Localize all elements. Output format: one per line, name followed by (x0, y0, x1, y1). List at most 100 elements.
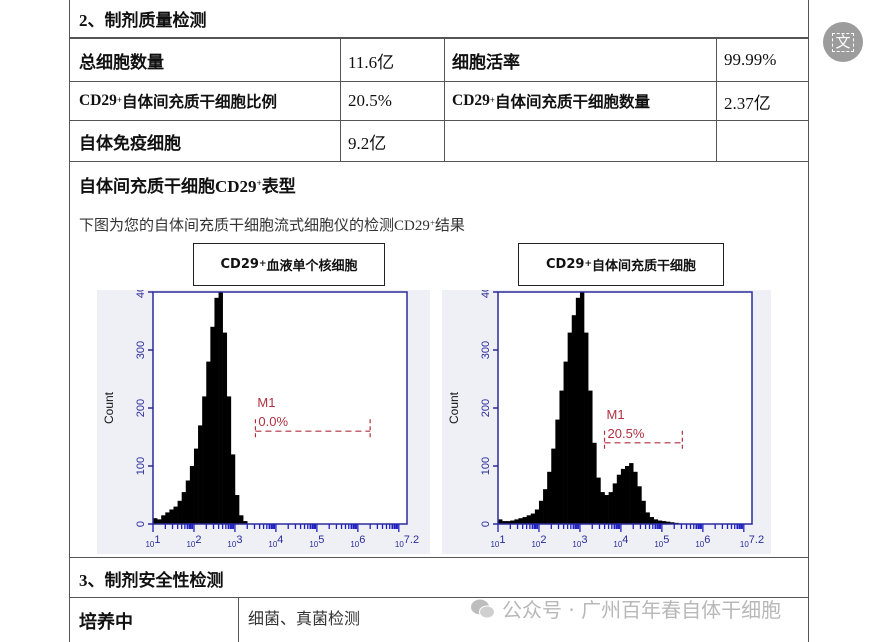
histogram-bar (181, 492, 187, 524)
translate-glyph: 文 (832, 32, 854, 52)
histogram-bar (218, 292, 223, 524)
value-bacteria-fungi-test: 细菌、真菌检测 (248, 611, 361, 628)
histogram-bar (538, 500, 544, 524)
histogram-bar (502, 521, 507, 524)
translate-icon[interactable]: 文 (823, 22, 863, 62)
watermark-text: 公众号 · 广州百年春自体干细胞 (502, 598, 782, 622)
divider (716, 38, 717, 162)
marker-name: M1 (607, 407, 625, 422)
x-tick-label: 105 (654, 534, 669, 549)
histogram-bar (559, 390, 564, 524)
histogram-bar (625, 466, 630, 524)
x-tick-label: 105 (309, 534, 324, 549)
y-tick-label: 300 (480, 341, 492, 359)
watermark: 公众号 · 广州百年春自体干细胞 (470, 594, 781, 623)
histogram-bar (670, 522, 675, 524)
label-total-cells: 总细胞数量 (79, 52, 164, 72)
histogram-bar (185, 480, 191, 524)
table-border-left (69, 0, 70, 642)
section3-title: 3、制剂安全性检测 (79, 570, 224, 590)
histogram-bar (637, 486, 642, 524)
phenotype-description: 下图为您的自体间充质干细胞流式细胞仪的检测CD29 + 结果 (79, 217, 465, 234)
histogram-bar (177, 500, 182, 524)
chart-title-right: CD29 + 自体间充质干细胞 (518, 243, 724, 286)
histogram-bar (608, 492, 614, 524)
x-tick-label: 104 (268, 534, 283, 549)
histogram-bar (239, 515, 244, 524)
divider (69, 37, 809, 39)
histogram-left: 0 100 200 300 40 Count 101 102 103 104 105 106 107.2… (97, 286, 430, 554)
histogram-bar (596, 477, 601, 524)
histogram-bar (592, 442, 597, 524)
x-tick-label: 101 (145, 534, 160, 549)
x-tick-label: 106 (350, 534, 365, 549)
histogram-bar (506, 521, 511, 524)
histogram-right: 0 100 200 300 40 Count 101 102 103 104 105 106 107.2… (442, 286, 771, 554)
x-tick-label: 104 (613, 534, 628, 549)
histogram-bar (214, 297, 219, 524)
phenotype-title: 自体间充质干细胞CD29 + 表型 (79, 176, 296, 196)
histogram-bar (555, 419, 560, 524)
histogram-bar (563, 361, 568, 524)
y-tick-label: 200 (135, 399, 147, 417)
histogram-bar (547, 471, 552, 524)
histogram-bar (522, 517, 527, 524)
histogram-bar (551, 448, 556, 524)
histogram-bar (530, 513, 536, 524)
histogram-bar (153, 518, 158, 524)
x-tick-label: 101 (490, 534, 505, 549)
histogram-bar (514, 519, 519, 524)
histogram-bar (173, 506, 178, 524)
histogram-bar (575, 297, 581, 524)
value-immune-cells: 9.2亿 (348, 133, 387, 153)
x-tick-label: 102 (186, 534, 201, 549)
histogram-bar (543, 489, 548, 524)
wechat-icon (471, 599, 495, 618)
histogram-bar (189, 466, 195, 524)
histogram-bar (588, 390, 593, 524)
histogram-bar (498, 519, 503, 524)
y-tick-label: 0 (135, 521, 147, 527)
histogram-bar (526, 515, 532, 524)
histogram-right-svg: 0 100 200 300 40 Count 101 102 103 104 105 106 107.2… (447, 286, 764, 549)
histogram-bar (604, 495, 609, 524)
divider (69, 597, 809, 598)
histogram-bar (165, 512, 170, 524)
histogram-bar (653, 519, 659, 524)
histogram-bar (222, 332, 228, 524)
histogram-bar (161, 515, 166, 524)
chart-title-left: CD29 + 血液单个核细胞 (193, 243, 385, 286)
histogram-bar (510, 520, 515, 524)
x-tick-label: 102 (531, 534, 546, 549)
histogram-bar (157, 519, 162, 524)
value-cd29-ratio: 20.5% (348, 91, 392, 110)
histogram-bar (629, 463, 634, 524)
x-tick-label: 107.2 (395, 534, 419, 549)
histogram-bar (206, 361, 211, 524)
x-tick-label: 107.2 (740, 534, 764, 549)
histogram-bar (518, 518, 523, 524)
histogram-bar (600, 492, 605, 524)
histogram-bar (202, 396, 207, 524)
histogram-bar (649, 517, 654, 524)
value-total-cells: 11.6亿 (348, 52, 395, 72)
y-tick-label: 200 (480, 399, 492, 417)
histogram-bar (243, 521, 248, 524)
histogram-bar (620, 468, 626, 524)
histogram-bar (571, 315, 577, 524)
marker-name: M1 (257, 395, 275, 410)
histogram-bar (169, 509, 174, 524)
divider (69, 557, 809, 558)
y-tick-label: 100 (480, 457, 492, 475)
label-cd29-ratio: CD29 + 自体间充质干细胞比例 (79, 92, 278, 111)
histogram-bar (210, 326, 215, 524)
label-culture: 培养中 (79, 612, 133, 632)
y-tick-label: 100 (135, 457, 147, 475)
x-tick-label: 103 (227, 534, 242, 549)
histogram-bar (641, 500, 646, 524)
y-axis-label: Count (102, 391, 116, 424)
divider (69, 120, 809, 121)
histogram-bar (234, 495, 240, 524)
histogram-bar (193, 448, 199, 524)
value-viability: 99.99% (724, 50, 777, 69)
